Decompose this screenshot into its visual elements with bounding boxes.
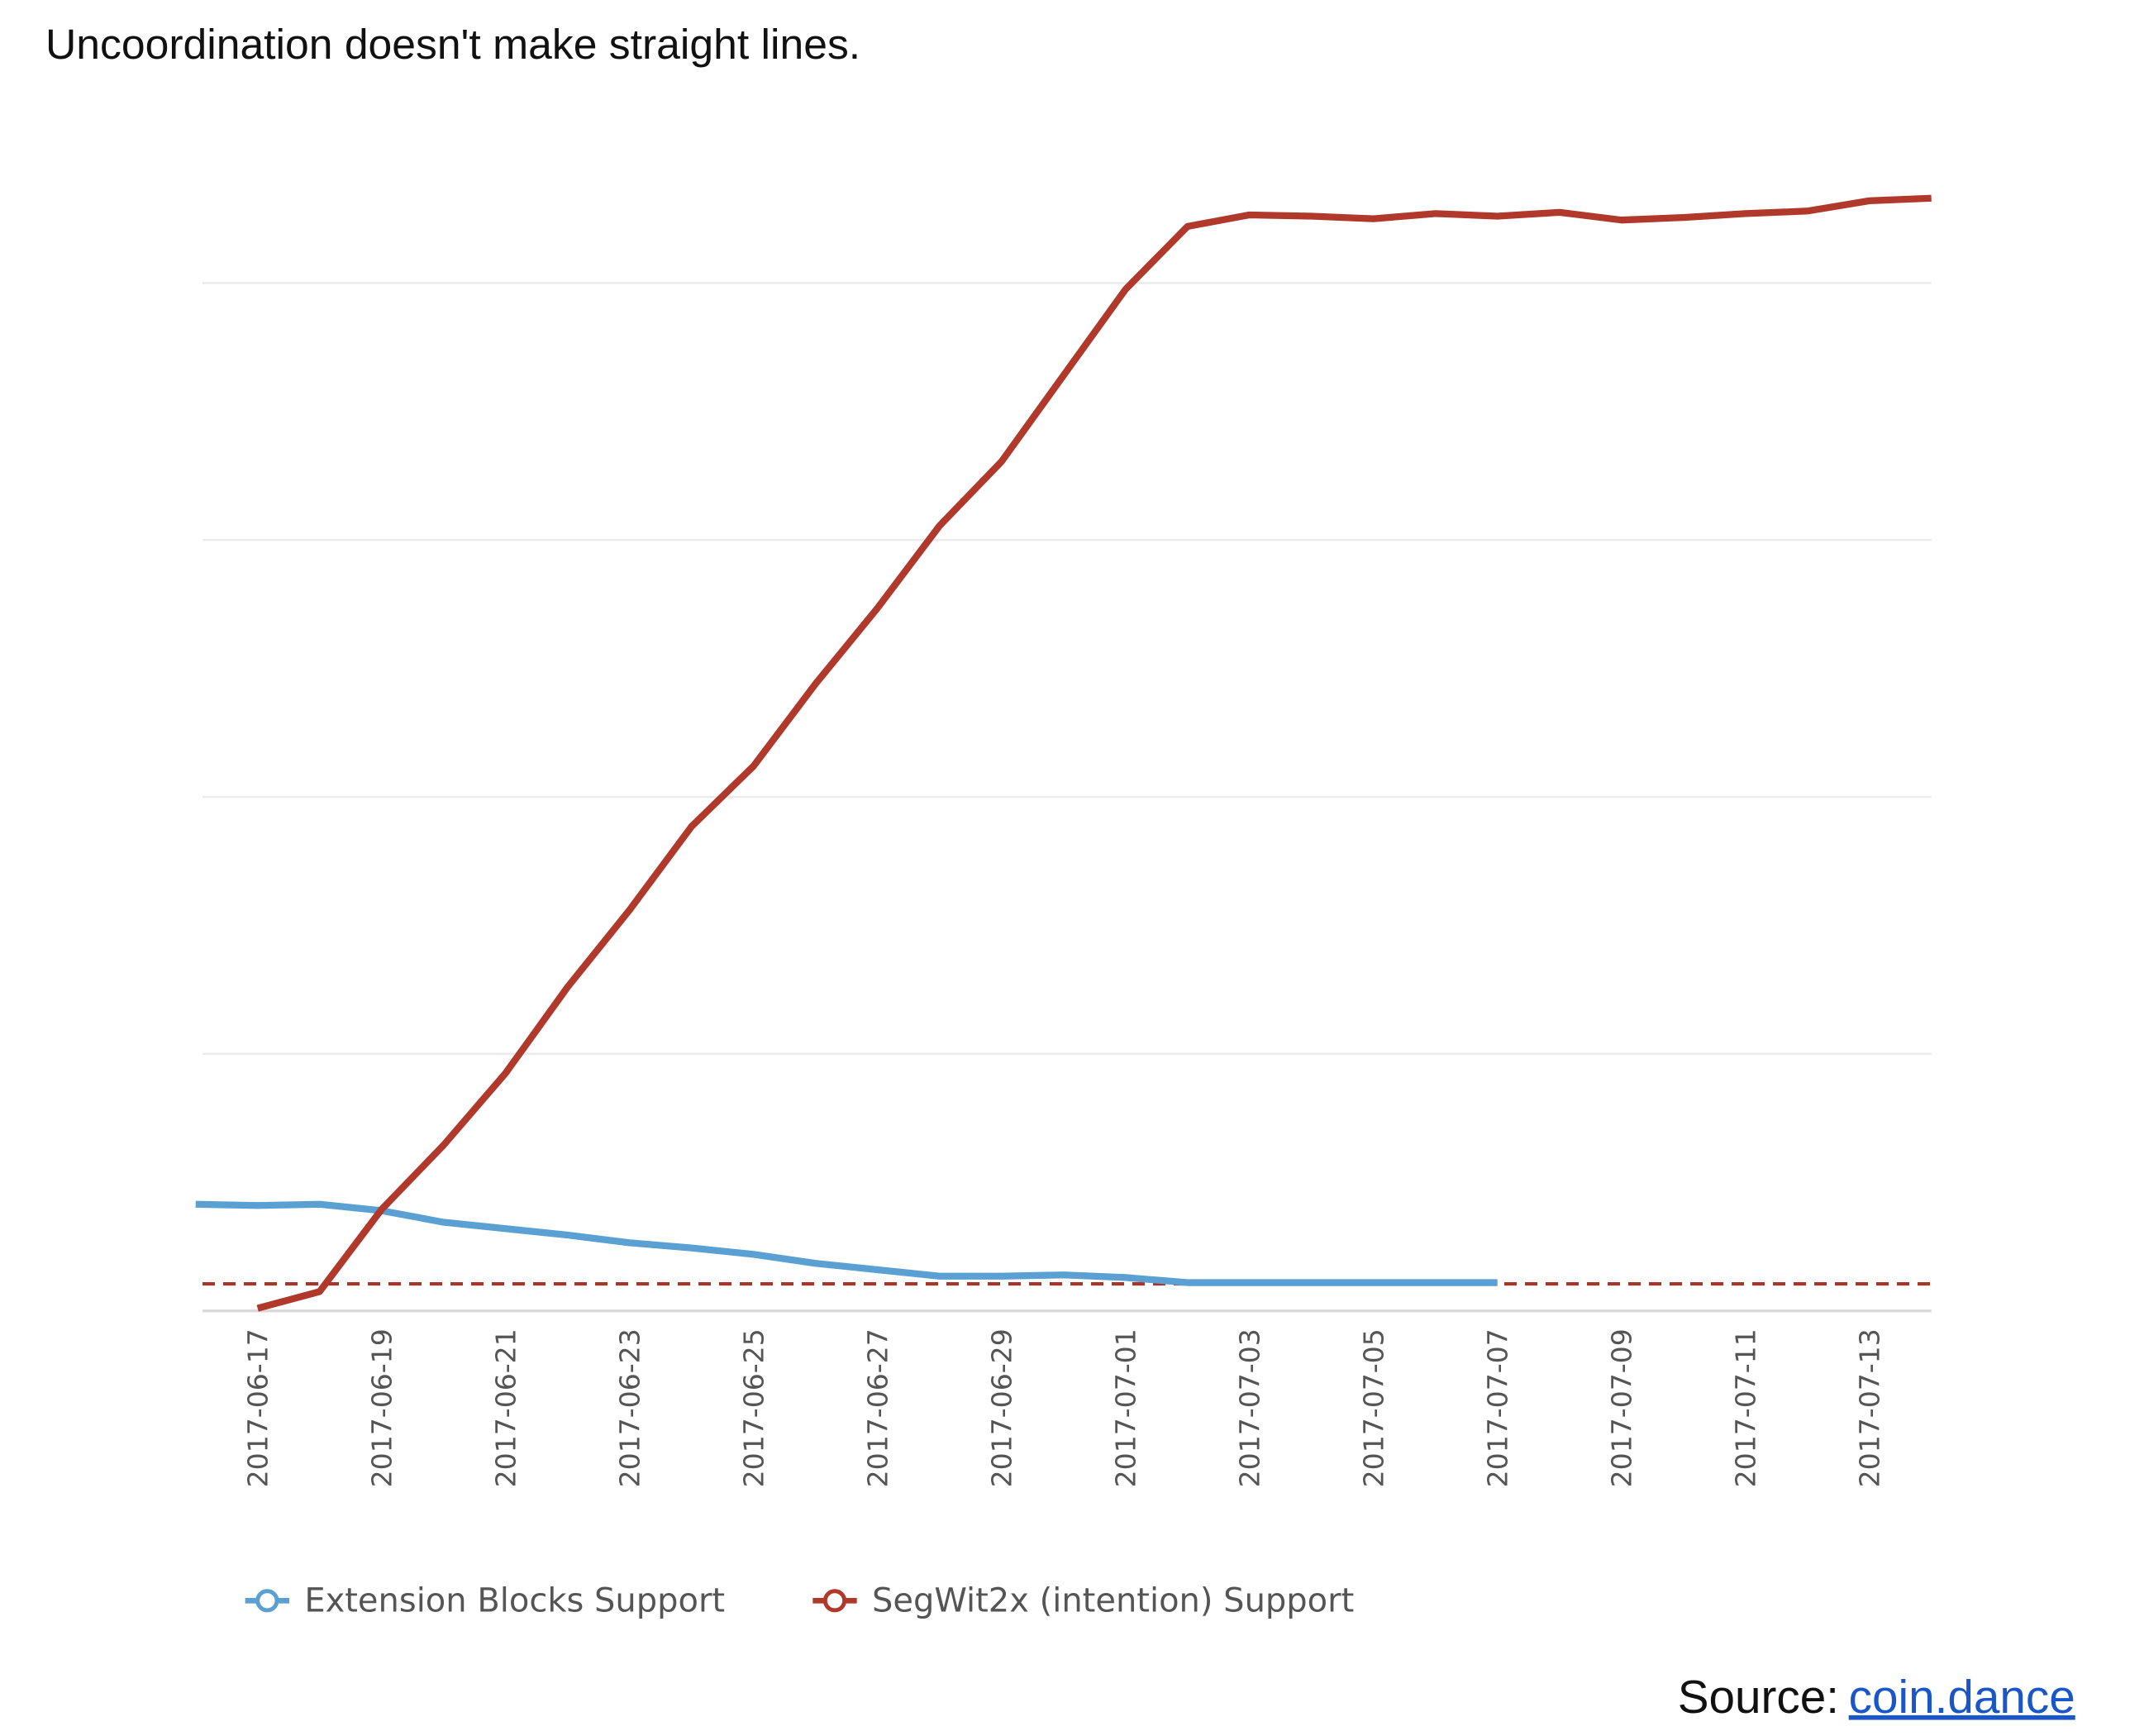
legend-marker [822, 1589, 847, 1613]
x-tick-label: 2017-07-07 [1481, 1328, 1513, 1487]
source-label: Source: [1678, 1671, 1839, 1723]
x-tick-label: 2017-06-17 [241, 1328, 274, 1487]
legend-label: Extension Blocks Support [304, 1582, 725, 1620]
legend-marker [255, 1589, 279, 1613]
x-tick-label: 2017-07-01 [1109, 1328, 1141, 1487]
x-tick-label: 2017-07-13 [1853, 1328, 1885, 1487]
source-link[interactable]: coin.dance [1849, 1671, 2075, 1723]
x-tick-label: 2017-06-19 [365, 1328, 398, 1487]
legend-item[interactable]: SegWit2x (intention) Support [812, 1582, 1354, 1620]
x-tick-label: 2017-06-23 [613, 1328, 646, 1487]
page-title: Uncoordination doesn't make straight lin… [45, 20, 860, 68]
x-tick-label: 2017-07-11 [1729, 1328, 1761, 1487]
x-tick-label: 2017-06-21 [489, 1328, 522, 1487]
legend-label: SegWit2x (intention) Support [872, 1582, 1354, 1620]
series-line [256, 194, 1932, 1312]
x-tick-label: 2017-07-03 [1233, 1328, 1265, 1487]
x-tick-label: 2017-06-27 [861, 1328, 893, 1487]
x-tick-label: 2017-07-05 [1357, 1328, 1389, 1487]
legend-item[interactable]: Extension Blocks Support [245, 1582, 725, 1620]
series-line [195, 1200, 1498, 1286]
x-tick-label: 2017-06-25 [737, 1328, 770, 1487]
x-tick-label: 2017-06-29 [985, 1328, 1017, 1487]
x-tick-label: 2017-07-09 [1605, 1328, 1637, 1487]
